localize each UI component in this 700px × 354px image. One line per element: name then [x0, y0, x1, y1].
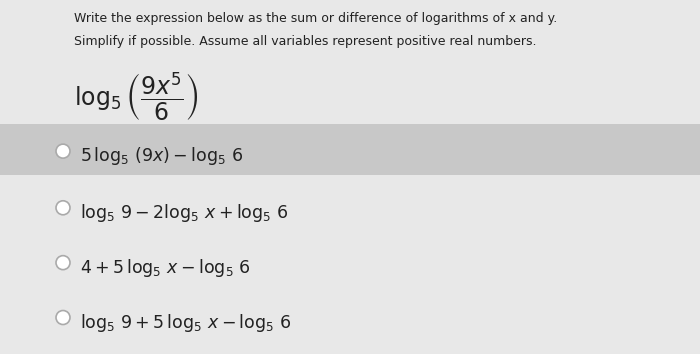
Text: $\log_5 \left(\dfrac{9x^5}{6}\right)$: $\log_5 \left(\dfrac{9x^5}{6}\right)$ [74, 71, 198, 124]
Bar [0, 124, 700, 175]
Text: $4 + 5\,\log_5\,x - \log_5\,6$: $4 + 5\,\log_5\,x - \log_5\,6$ [80, 257, 251, 279]
Text: $5\,\log_5\,(9x) - \log_5\,6$: $5\,\log_5\,(9x) - \log_5\,6$ [80, 145, 244, 167]
Text: $\log_5\,9 + 5\,\log_5\,x - \log_5\,6$: $\log_5\,9 + 5\,\log_5\,x - \log_5\,6$ [80, 312, 292, 333]
Circle shape [56, 201, 70, 215]
Circle shape [56, 256, 70, 270]
Circle shape [56, 144, 70, 158]
Text: Write the expression below as the sum or difference of logarithms of x and y.: Write the expression below as the sum or… [74, 12, 556, 25]
Text: Simplify if possible. Assume all variables represent positive real numbers.: Simplify if possible. Assume all variabl… [74, 35, 536, 48]
Circle shape [56, 310, 70, 325]
Text: $\log_5\,9 - 2\log_5\,x + \log_5\,6$: $\log_5\,9 - 2\log_5\,x + \log_5\,6$ [80, 202, 289, 224]
